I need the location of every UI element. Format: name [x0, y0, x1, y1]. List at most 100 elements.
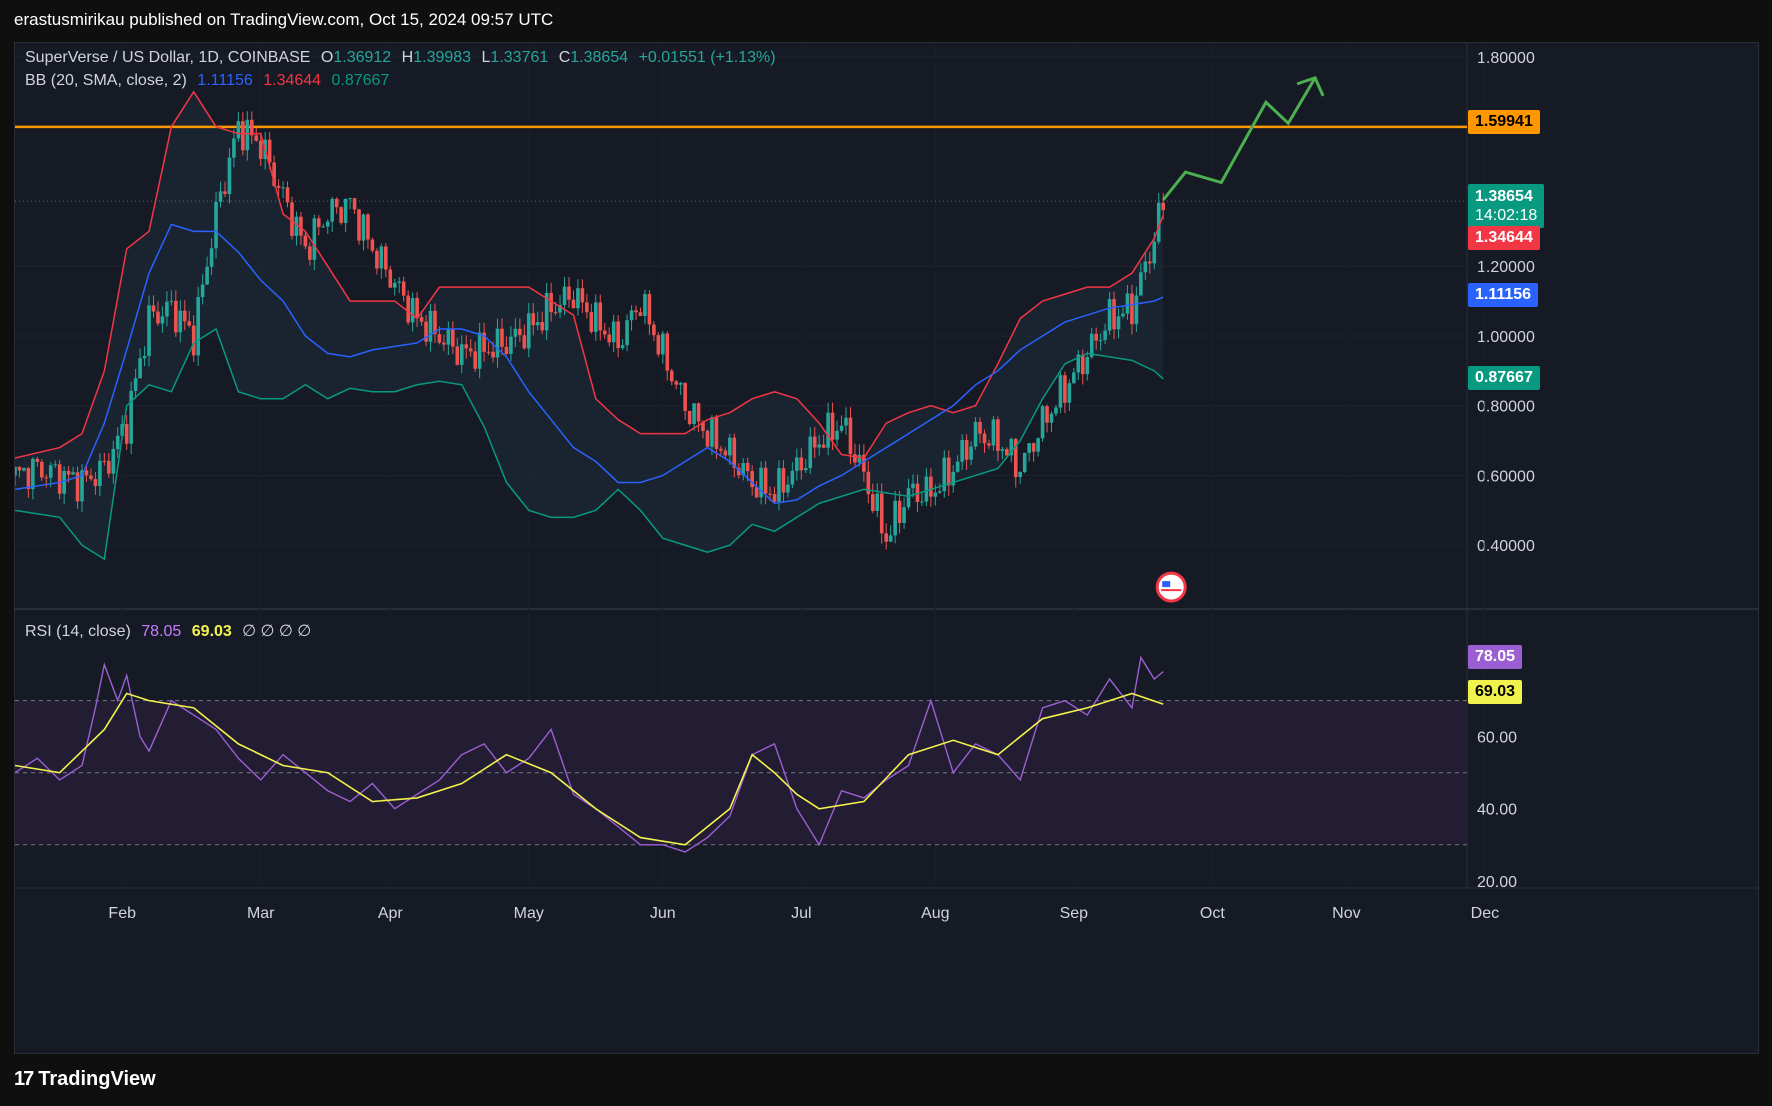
candle-body	[652, 324, 656, 336]
candle-body	[692, 403, 696, 424]
time-tick-label: Nov	[1332, 905, 1360, 922]
candle-body	[321, 226, 326, 228]
candle-body	[477, 332, 482, 369]
candle-body	[379, 246, 384, 269]
price-tick-label: 0.80000	[1477, 399, 1535, 416]
candle-body	[303, 235, 308, 247]
candle-body	[1031, 443, 1036, 452]
time-tick-label: Feb	[108, 905, 136, 922]
projection-path	[1162, 77, 1317, 201]
candle-body	[987, 443, 991, 446]
candle-body	[415, 297, 419, 318]
candle-body	[888, 535, 893, 542]
candle-body	[352, 198, 357, 210]
candle-body	[330, 198, 335, 222]
candle-body	[611, 321, 616, 343]
resistance-price-tag: 1.59941	[1468, 110, 1540, 134]
bb-mid-tag: 1.11156	[1468, 283, 1539, 307]
candle-body	[531, 313, 536, 326]
price-tick-label: 1.80000	[1477, 50, 1535, 67]
candle-body	[862, 454, 866, 472]
candle-body	[406, 295, 410, 323]
candle-body	[160, 316, 165, 324]
candle-body	[768, 493, 772, 495]
candle-body	[500, 328, 504, 347]
candle-body	[647, 294, 652, 325]
candle-body	[1098, 339, 1103, 341]
candle-body	[366, 214, 370, 240]
candle-body	[388, 269, 393, 288]
candle-body	[808, 436, 813, 469]
candle-body	[750, 471, 754, 488]
candle-body	[594, 302, 598, 332]
candle-body	[44, 477, 49, 479]
candle-body	[705, 430, 710, 447]
candle-body	[1125, 293, 1130, 314]
candle-body	[451, 329, 455, 347]
candle-body	[848, 417, 853, 455]
candle-body	[938, 491, 942, 493]
candle-body	[258, 140, 263, 159]
candle-body	[17, 466, 22, 471]
candle-body	[446, 329, 451, 345]
candle-body	[589, 312, 594, 332]
candle-body	[946, 457, 951, 486]
candle-body	[276, 185, 281, 188]
candle-body	[80, 470, 84, 502]
candle-body	[468, 348, 473, 352]
candle-body	[866, 471, 871, 495]
candle-body	[486, 351, 491, 353]
candle-body	[719, 448, 723, 451]
candle-body	[241, 121, 245, 151]
candle-body	[795, 457, 799, 471]
candle-body	[745, 463, 750, 472]
candle-body	[401, 281, 406, 296]
candle-body	[526, 313, 531, 349]
legend-symbol: SuperVerse / US Dollar, 1D, COINBASE	[25, 49, 311, 66]
candle-body	[853, 454, 857, 463]
candle-body	[696, 403, 701, 422]
candle-body	[133, 378, 138, 391]
candle-body	[616, 321, 620, 349]
candle-body	[22, 468, 26, 471]
candle-body	[1139, 272, 1143, 296]
candle-body	[754, 487, 759, 498]
candle-body	[392, 282, 397, 288]
candle-body	[884, 533, 888, 542]
candle-body	[1107, 299, 1112, 331]
rsi-line	[15, 655, 1164, 853]
candle-body	[482, 332, 486, 352]
candle-body	[102, 460, 107, 462]
time-tick-label: Oct	[1200, 905, 1225, 922]
candle-body	[799, 457, 804, 471]
candle-body	[509, 336, 513, 354]
tradingview-footer[interactable]: 17 TradingView	[14, 1068, 156, 1091]
chart-panel[interactable]: 1.80000 1.20000 1.00000 0.80000 0.60000 0.400…	[14, 42, 1759, 1054]
candle-body	[124, 424, 129, 444]
candle-body	[629, 310, 634, 321]
candle-body	[580, 288, 585, 303]
price-tick-label: 1.20000	[1477, 259, 1535, 276]
time-tick-label: May	[514, 905, 544, 922]
candle-body	[812, 436, 817, 448]
candle-body	[31, 458, 35, 490]
candle-body	[138, 358, 142, 379]
candle-body	[1103, 330, 1107, 340]
price-tick-label: 0.40000	[1477, 538, 1535, 555]
candle-body	[741, 463, 746, 476]
candle-body	[169, 300, 174, 302]
candle-body	[567, 286, 571, 300]
candle-body	[951, 471, 956, 486]
candle-body	[491, 351, 495, 358]
chart-svg[interactable]: 1.80000 1.20000 1.00000 0.80000 0.60000 0.400…	[15, 43, 1758, 1053]
legend-high-label: H	[401, 49, 414, 66]
candle-body	[317, 218, 321, 228]
candle-body	[518, 328, 522, 336]
candle-body	[857, 454, 862, 463]
candle-body	[1022, 452, 1027, 472]
candle-body	[714, 417, 719, 449]
rsi-tag: 78.05	[1468, 645, 1523, 669]
candle-body	[786, 484, 790, 493]
candle-body	[424, 321, 428, 342]
candle-body	[763, 467, 768, 494]
